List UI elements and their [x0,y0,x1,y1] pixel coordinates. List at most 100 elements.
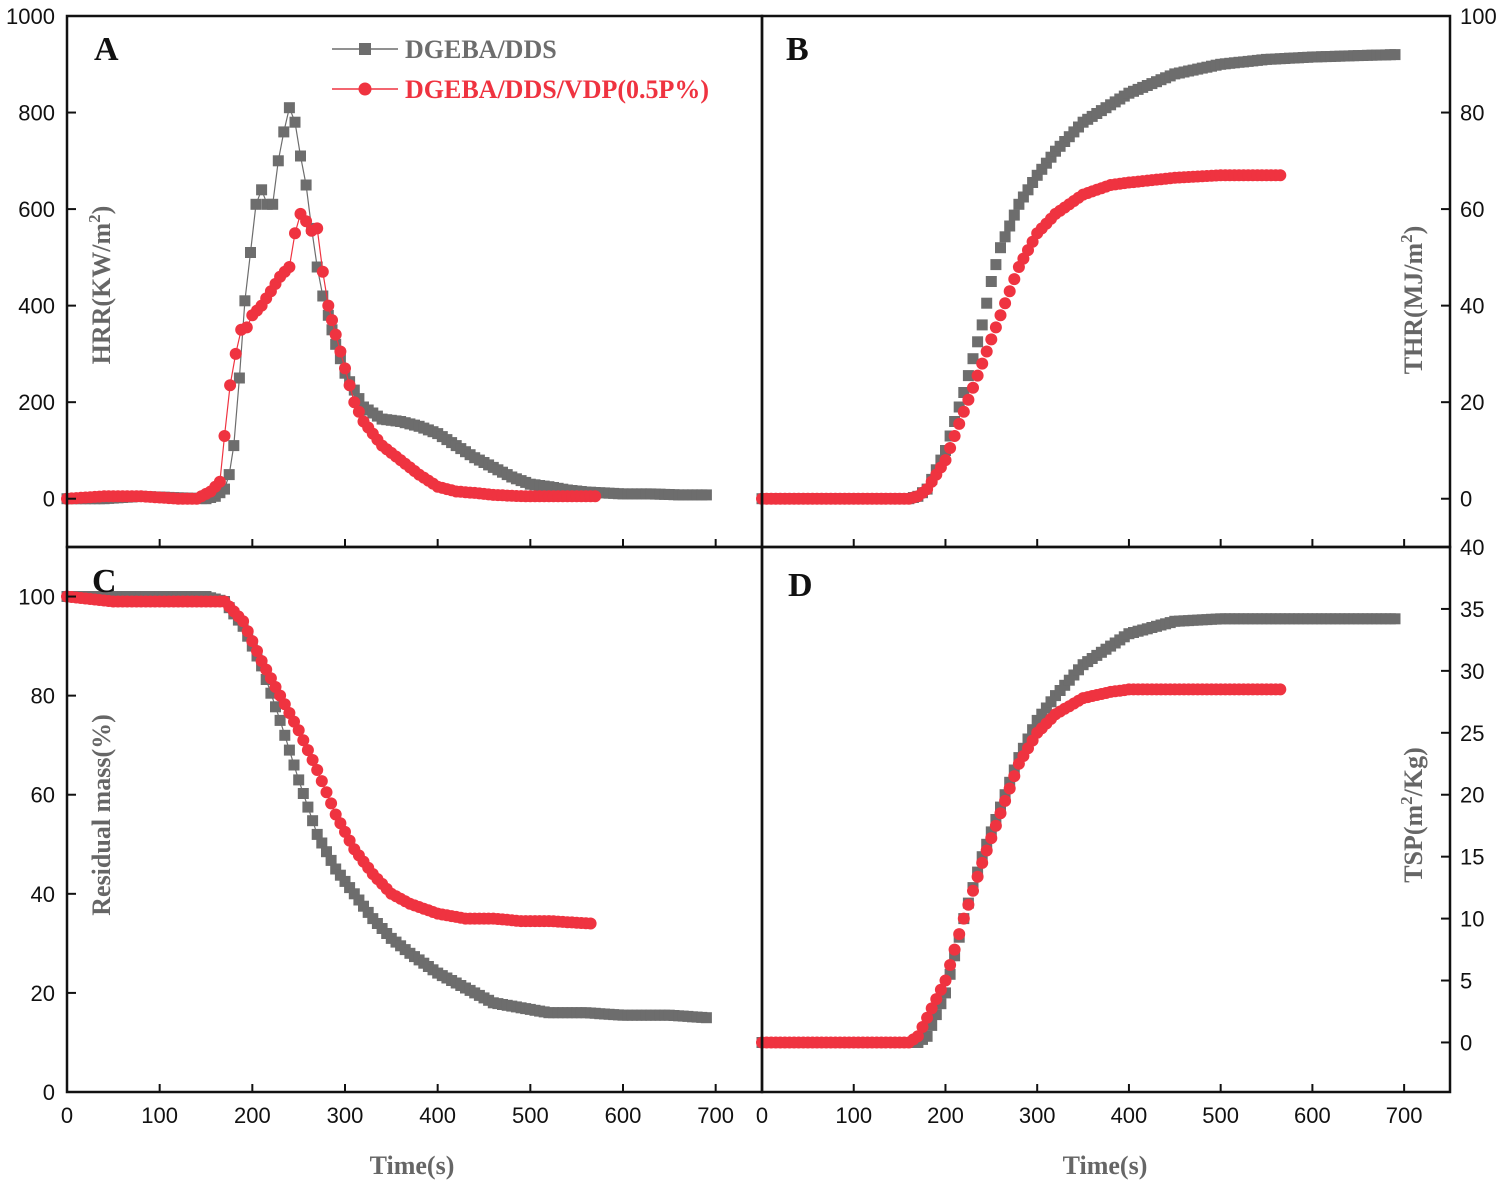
data-point-b-2 [967,381,979,394]
data-point-c-1 [288,759,300,771]
data-point-b-2 [948,430,961,442]
y-title-d-base: TSP(m [1399,804,1428,882]
data-point-b-2 [989,321,1002,334]
data-point-c-2 [315,775,328,788]
data-point-d-1 [1036,708,1048,720]
data-point-d-1 [1008,764,1020,776]
data-point-b-2 [985,333,998,346]
data-point-a-1 [700,489,712,501]
data-point-b-1 [1036,163,1048,175]
data-point-c-2 [246,635,259,648]
data-point-a-1 [311,261,323,273]
y-tick-label-c: 100 [18,585,55,610]
data-point-a-1 [317,290,329,302]
data-point-d-1 [1389,613,1401,625]
data-point-a-1 [233,372,245,384]
y-title-b-sup: 2 [1397,234,1416,243]
plots-layer [61,49,1401,1049]
series-line-c-2 [66,595,591,925]
data-point-d-1 [1040,702,1052,714]
data-point-b-1 [962,370,974,382]
legend-label-2: DGEBA/DDS/VDP(0.5P%) [405,75,709,104]
data-point-c-1 [334,869,346,881]
y-tick-label-d: 20 [1460,783,1484,808]
data-point-b-2 [962,393,975,406]
y-title-c-base: Residual mass(%) [87,714,116,916]
data-point-a-1 [250,198,262,210]
x-tick-label-c: 500 [512,1103,549,1128]
data-point-b-2 [957,405,970,418]
y-tick-label-d: 0 [1460,1030,1472,1055]
data-point-d-1 [949,950,961,962]
x-tick-label-c: 600 [605,1103,642,1128]
x-axis-title-left: Time(s) [370,1151,455,1180]
legend: DGEBA/DDS DGEBA/DDS/VDP(0.5P%) [332,35,709,104]
series-line-c-1 [67,595,707,1019]
y-tick-label-d: 40 [1460,535,1484,560]
x-tick-label-d: 500 [1202,1103,1239,1128]
data-point-c-2 [251,645,263,657]
data-point-b-2 [976,357,989,370]
y-tick-label-b: 80 [1460,101,1484,126]
data-point-d-2 [939,974,952,987]
y-axis-title-d: TSP(m2/Kg) [1397,747,1428,883]
y-tick-label-b: 0 [1460,487,1472,512]
y-title-d-tail: /Kg) [1399,747,1428,797]
data-point-c-1 [339,875,351,887]
data-point-b-1 [953,401,965,413]
panel-label-b: B [786,31,809,68]
data-point-d-1 [1045,696,1057,708]
x-tick-label-c: 0 [61,1103,73,1128]
data-point-d-1 [1031,714,1043,726]
data-point-d-1 [935,998,947,1010]
data-point-b-1 [1045,151,1057,163]
y-tick-label-b: 100 [1460,4,1497,29]
data-point-a-1 [245,247,256,258]
data-point-b-2 [971,369,984,382]
data-point-d-2 [999,794,1012,807]
data-point-d-2 [911,1030,924,1043]
x-tick-label-c: 700 [697,1103,734,1128]
data-point-c-1 [353,894,365,906]
x-tick-label-d: 100 [835,1103,872,1128]
y-tick-label-a: 800 [18,101,55,126]
data-point-c-1 [330,863,342,875]
data-point-b-2 [980,345,993,358]
y-title-b-base: THR(MJ/m [1399,243,1428,375]
y-tick-label-d: 5 [1460,969,1472,994]
data-point-a-1 [223,469,235,481]
legend-label-1: DGEBA/DDS [405,35,557,64]
y-tick-label-c: 80 [31,684,55,709]
data-point-b-1 [1389,49,1401,61]
data-point-d-2 [921,1011,934,1024]
panel-label-a: A [94,31,119,68]
y-tick-label-a: 1000 [6,4,55,29]
data-point-c-1 [344,882,356,894]
data-point-c-1 [700,1012,712,1024]
y-tick-label-c: 60 [31,783,55,808]
data-point-a-2 [218,430,231,442]
data-point-c-2 [301,744,314,757]
data-point-a-2 [322,299,335,312]
data-point-d-2 [957,912,970,925]
data-point-d-2 [1003,782,1016,795]
data-point-d-2 [925,1002,938,1015]
data-point-b-2 [1008,273,1021,286]
data-point-a-1 [267,198,279,210]
data-point-a-2 [316,265,329,278]
data-point-c-1 [362,906,374,918]
data-point-c-1 [270,701,281,713]
data-point-a-2 [589,490,602,503]
data-point-a-2 [339,362,351,375]
data-point-b-2 [1274,169,1287,182]
data-point-a-2 [311,222,324,235]
data-point-a-2 [300,215,313,228]
data-point-a-1 [239,295,251,307]
data-point-c-1 [297,788,309,799]
y-tick-label-a: 400 [18,294,55,319]
data-point-a-2 [329,328,342,341]
data-point-b-1 [1031,169,1043,181]
data-point-d-2 [994,807,1007,820]
data-point-b-1 [1017,191,1029,203]
